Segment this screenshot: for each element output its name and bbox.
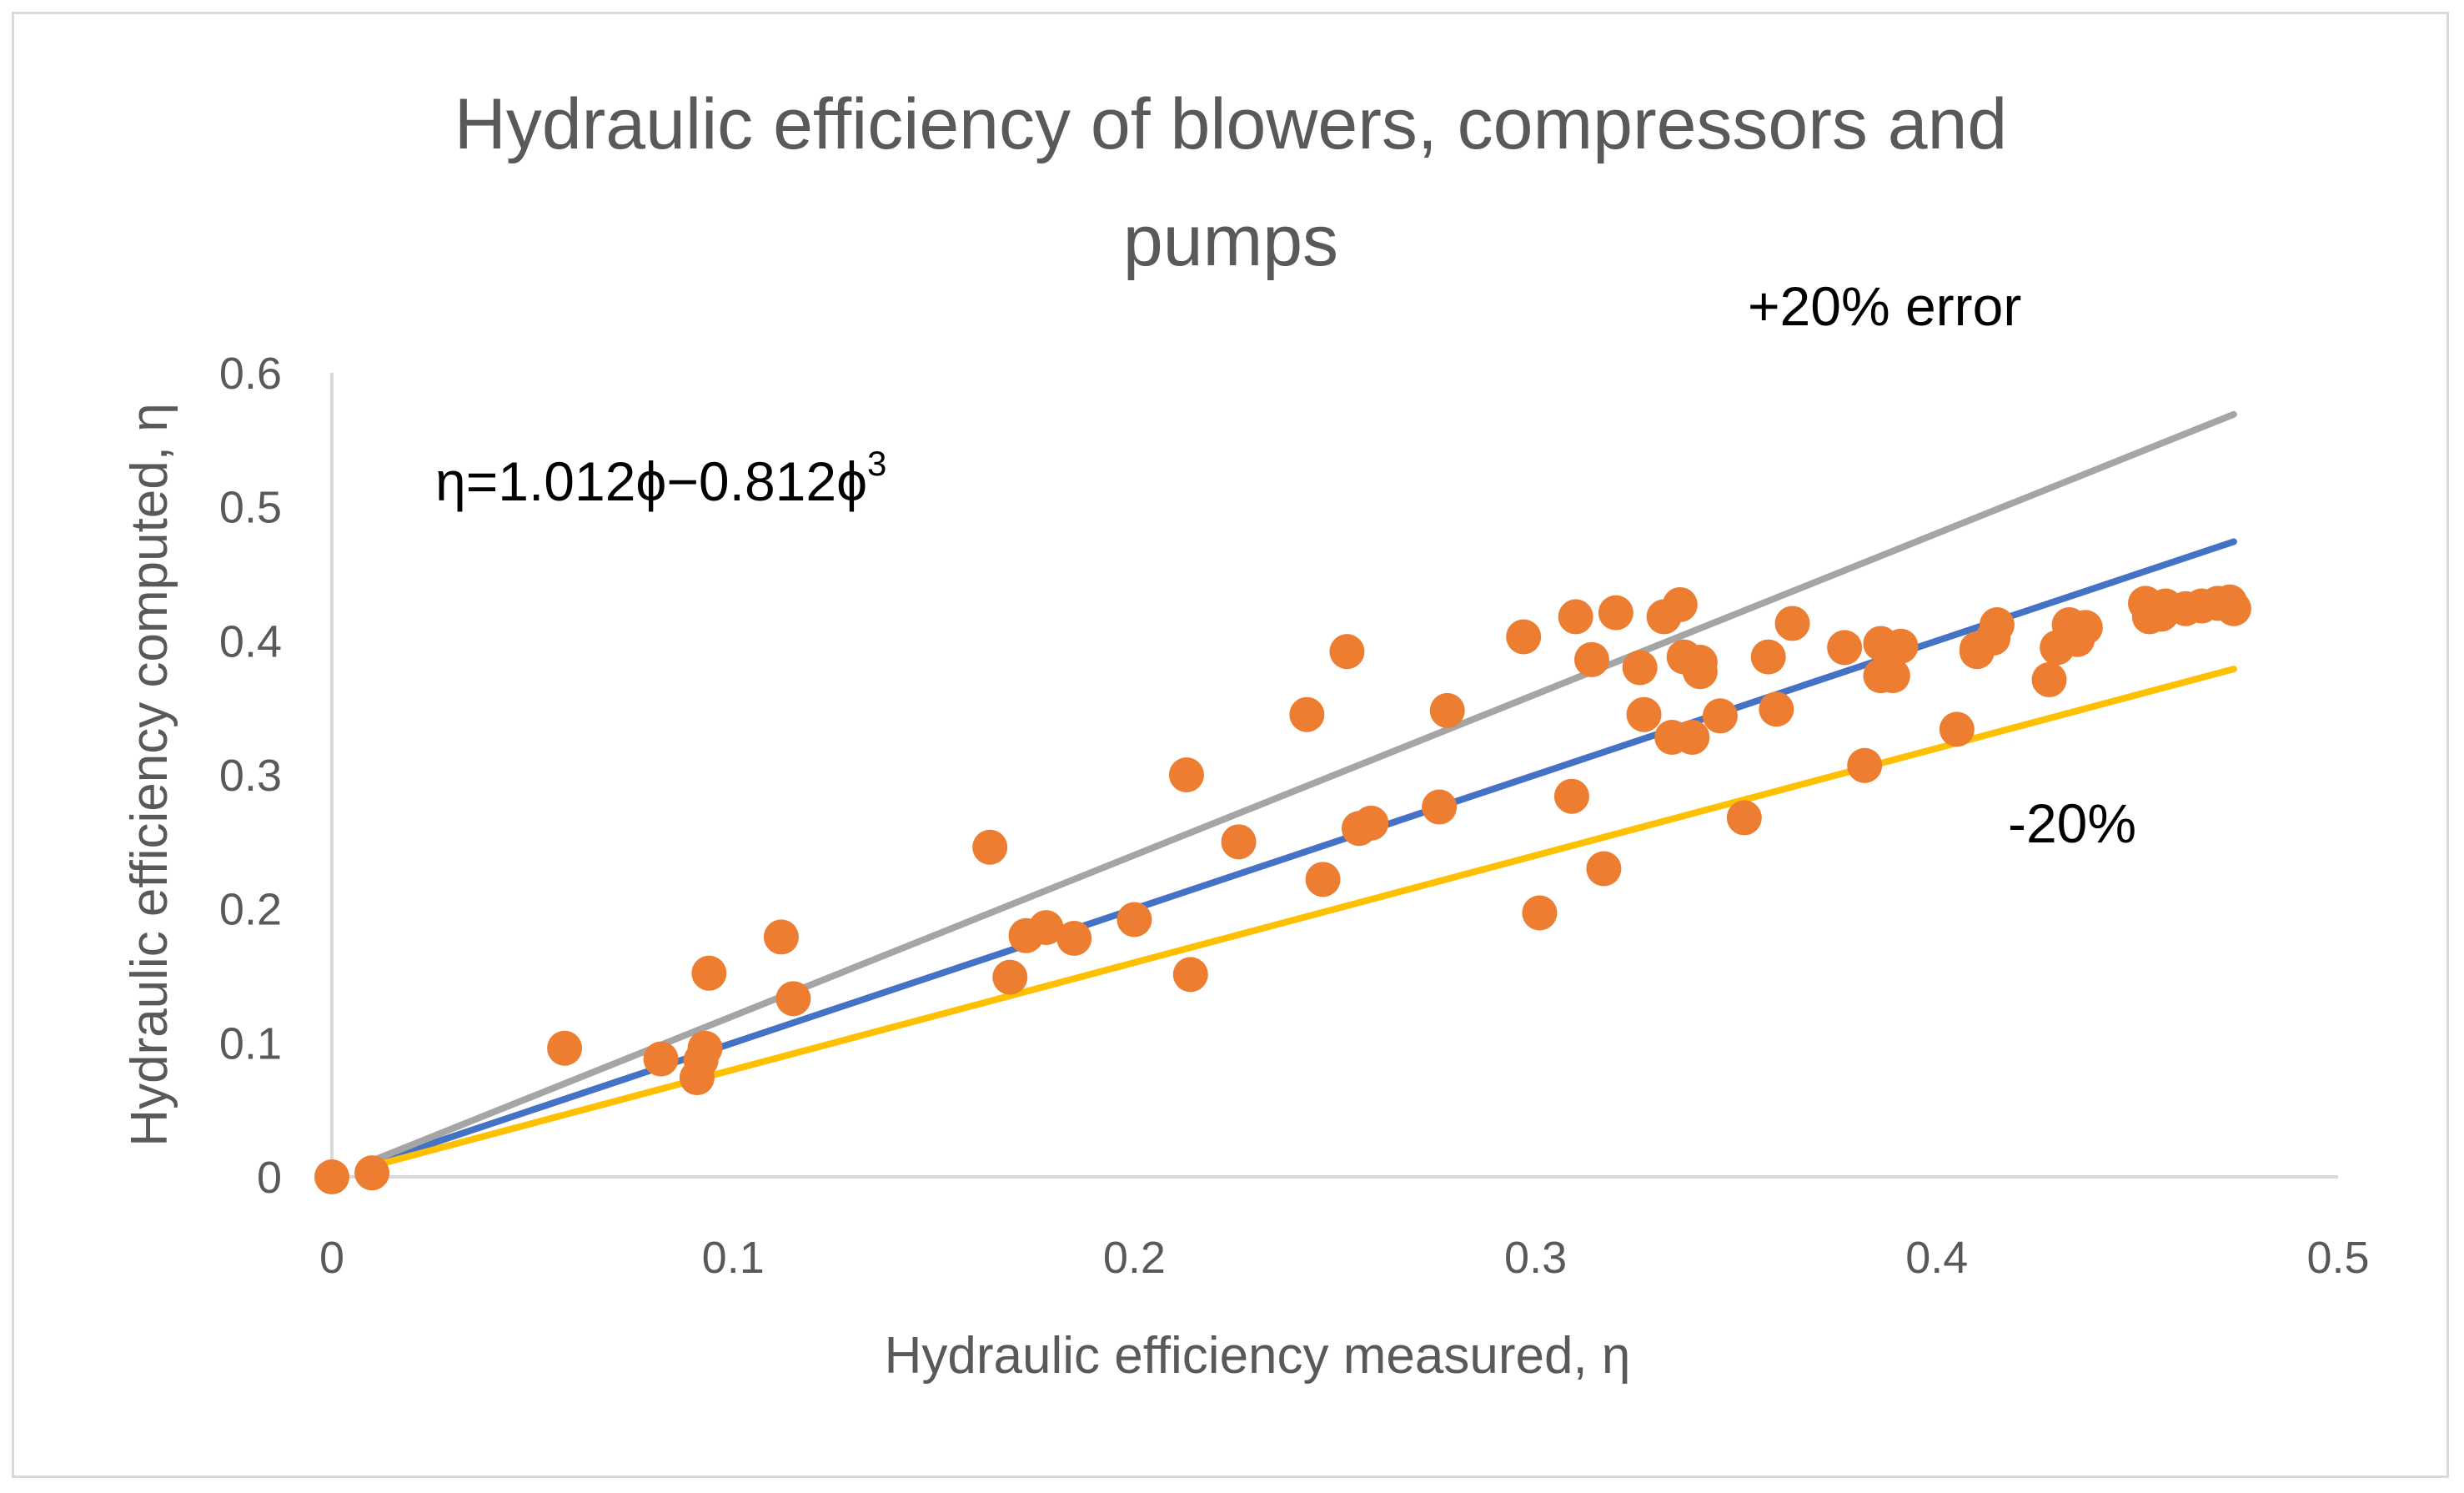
scatter-point — [1056, 921, 1092, 957]
scatter-point — [1221, 824, 1257, 860]
y-tick-label: 0.1 — [219, 1018, 282, 1068]
x-tick-label: 0 — [319, 1233, 344, 1283]
scatter-point — [1883, 628, 1919, 664]
scatter-point — [972, 829, 1008, 865]
scatter-point — [775, 981, 811, 1017]
scatter-point — [687, 1030, 723, 1066]
x-tick-label: 0.5 — [2306, 1233, 2369, 1283]
chart-title-line-2: pumps — [1123, 201, 1338, 281]
scatter-point — [1573, 641, 1609, 677]
scatter-point — [1289, 696, 1325, 732]
scatter-point — [1622, 650, 1658, 686]
scatter-point — [1305, 862, 1341, 897]
scatter-point — [1674, 720, 1710, 756]
line-20-error — [369, 410, 2237, 1164]
scatter-point — [1353, 805, 1389, 841]
scatter-point — [1662, 586, 1698, 622]
scatter-point — [1172, 957, 1208, 993]
y-tick-label: 0.2 — [219, 885, 282, 935]
scatter-point — [1626, 696, 1662, 732]
plus-error-annotation: +20% error — [1748, 275, 2021, 337]
scatter-point — [1726, 800, 1762, 836]
scatter-point — [2031, 661, 2067, 697]
scatter-point — [2216, 591, 2251, 626]
x-tick-label: 0.4 — [1905, 1233, 1968, 1283]
scatter-point — [1847, 747, 1883, 783]
y-tick-labels: 0 0.1 0.2 0.3 0.4 0.5 0.6 — [219, 349, 282, 1203]
fit-equation-exponent: 3 — [867, 444, 886, 483]
scatter-point — [691, 955, 727, 991]
y-axis-label: Hydraulic efficiency computed, η — [121, 403, 178, 1146]
x-axis-label: Hydraulic efficiency measured, η — [885, 1327, 1631, 1385]
scatter-point — [1874, 658, 1910, 694]
scatter-point — [643, 1041, 679, 1077]
scatter-point — [2067, 610, 2103, 646]
scatter-point — [1028, 910, 1064, 946]
scatter-point — [1553, 778, 1589, 814]
x-tick-labels: 0 0.1 0.2 0.3 0.4 0.5 — [319, 1233, 2370, 1283]
y-tick-label: 0.6 — [219, 349, 282, 399]
scatter-point — [1329, 634, 1365, 670]
y-tick-label: 0.4 — [219, 616, 282, 666]
y-tick-label: 0 — [257, 1153, 282, 1203]
scatter-point — [1827, 630, 1863, 666]
scatter-point — [1702, 698, 1738, 734]
scatter-point — [1598, 595, 1633, 631]
axes-group — [330, 373, 2338, 1179]
scatter-point — [314, 1159, 349, 1194]
scatter-point — [992, 959, 1028, 995]
scatter-point — [1759, 691, 1794, 727]
scatter-point — [1682, 654, 1718, 690]
scatter-point — [1522, 895, 1558, 931]
scatter-point — [1939, 711, 1975, 747]
scatter-point — [1117, 902, 1152, 938]
scatter-point — [547, 1030, 583, 1066]
scatter-point — [1422, 789, 1458, 825]
chart-frame — [12, 12, 2449, 1478]
scatter-point — [354, 1155, 390, 1191]
line-computed-fit — [369, 538, 2237, 1167]
scatter-point — [1168, 757, 1204, 792]
scatter-point — [1429, 692, 1465, 728]
scatter-point — [1586, 851, 1622, 887]
chart-title-line-1: Hydraulic efficiency of blowers, compres… — [454, 84, 2008, 164]
fit-equation-annotation: η=1.012ϕ−0.812ϕ3 — [435, 444, 886, 512]
x-tick-label: 0.1 — [702, 1233, 765, 1283]
x-tick-label: 0.3 — [1504, 1233, 1567, 1283]
scatter-points — [314, 584, 2251, 1194]
y-tick-label: 0.3 — [219, 751, 282, 801]
scatter-point — [763, 919, 799, 955]
minus-error-annotation: -20% — [2008, 792, 2136, 854]
scatter-point — [1774, 606, 1810, 641]
scatter-point — [1558, 599, 1593, 635]
scatter-point — [1979, 607, 2015, 643]
scatter-point — [1506, 619, 1542, 655]
fit-equation-main: η=1.012ϕ−0.812ϕ — [435, 450, 867, 512]
scatter-point — [1750, 639, 1786, 675]
y-tick-label: 0.5 — [219, 483, 282, 533]
x-tick-label: 0.2 — [1103, 1233, 1166, 1283]
